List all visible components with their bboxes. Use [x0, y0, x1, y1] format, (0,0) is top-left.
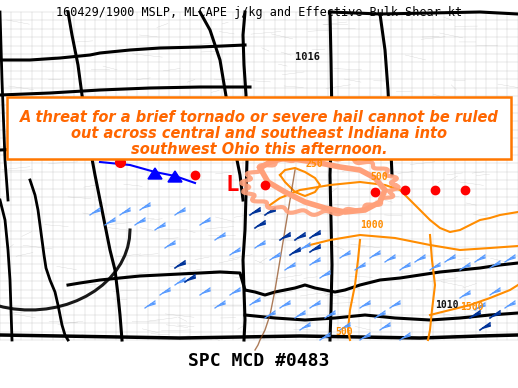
Text: 1000: 1000: [360, 220, 383, 230]
Text: out across central and southeast Indiana into: out across central and southeast Indiana…: [71, 126, 447, 141]
Bar: [0, 10, 518, 340]
Text: 500: 500: [335, 327, 353, 337]
Text: SPC MCD #0483: SPC MCD #0483: [189, 352, 329, 370]
Text: 1010: 1010: [435, 300, 458, 310]
Text: 1500: 1500: [460, 302, 483, 312]
Text: 1016: 1016: [295, 52, 320, 62]
Text: 160429/1900 MSLP, MLCAPE j/kg and Effective Bulk Shear kt: 160429/1900 MSLP, MLCAPE j/kg and Effect…: [56, 6, 462, 19]
Polygon shape: [148, 168, 162, 179]
Text: L: L: [225, 175, 239, 195]
Polygon shape: [168, 171, 182, 182]
Text: 250: 250: [305, 159, 323, 169]
Text: 500: 500: [370, 172, 387, 182]
Text: southwest Ohio this afternoon.: southwest Ohio this afternoon.: [131, 142, 387, 157]
Text: A threat for a brief tornado or severe hail cannot be ruled: A threat for a brief tornado or severe h…: [20, 110, 498, 125]
FancyBboxPatch shape: [7, 97, 511, 159]
